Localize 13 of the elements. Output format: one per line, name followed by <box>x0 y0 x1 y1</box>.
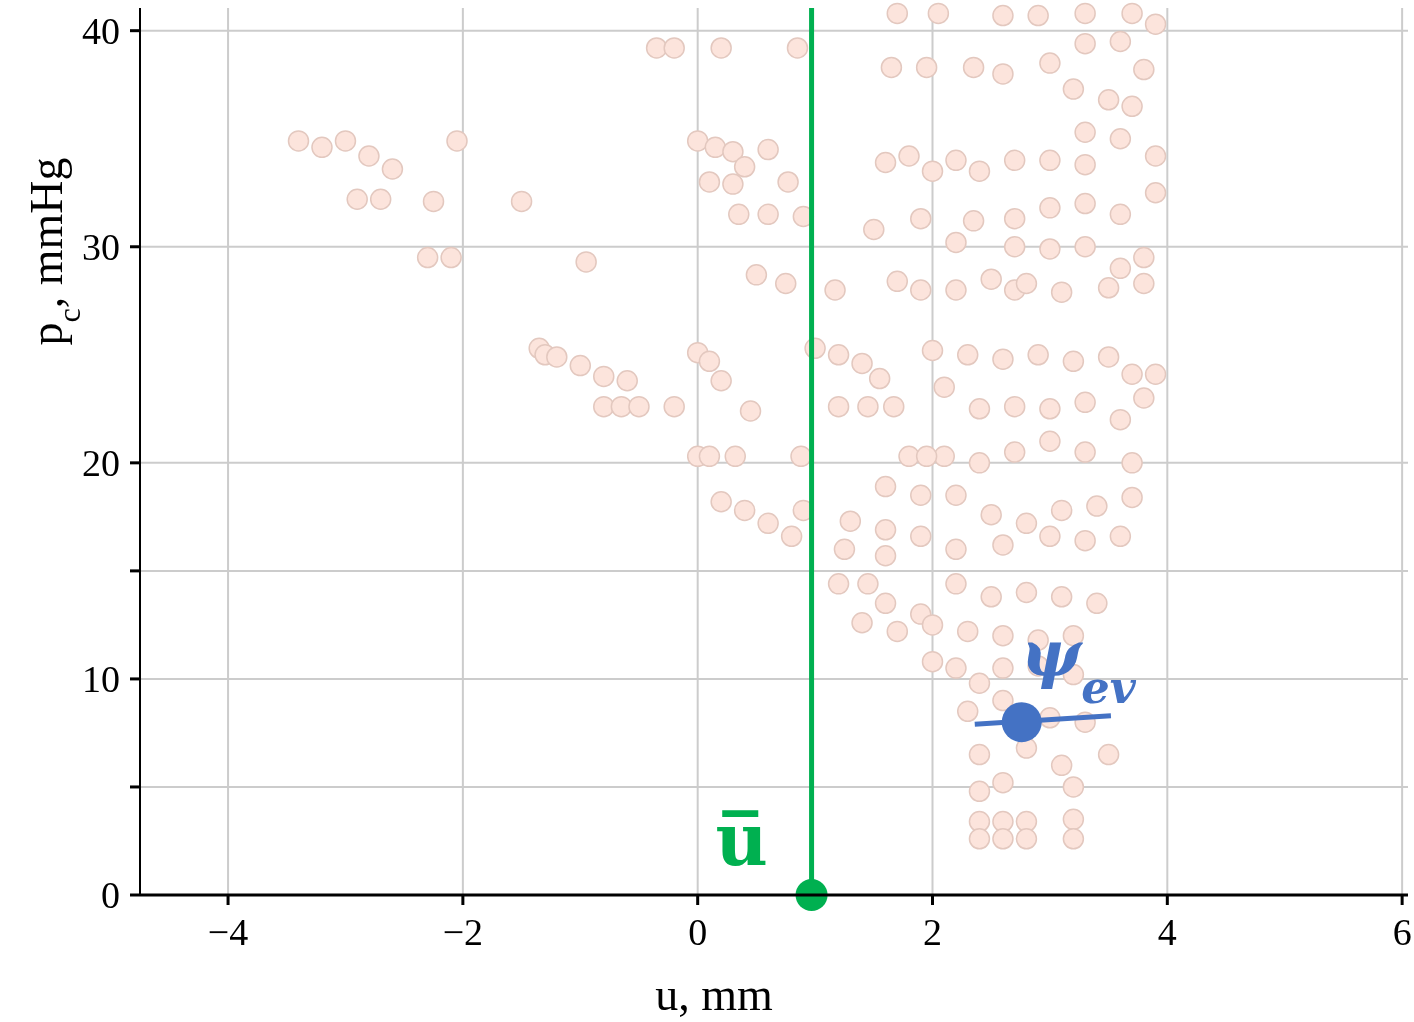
x-tick-label: 4 <box>1157 911 1177 953</box>
series-label: ψ$_{ev}$ <box>1020 615 1137 714</box>
x-tick-label: −2 <box>442 911 484 953</box>
x-tick-label: 0 <box>688 911 708 953</box>
y-tick-label: 20 <box>82 441 120 484</box>
x-tick-label: −4 <box>207 911 249 953</box>
y-tick-label: 0 <box>101 874 120 916</box>
x-axis-title: u, mm <box>655 969 773 1020</box>
y-tick-label: 40 <box>82 9 120 52</box>
y-tick-label: 10 <box>82 657 120 700</box>
x-tick-label: 6 <box>1392 911 1412 953</box>
ref-line-label: u̅ <box>715 797 768 882</box>
x-tick-label: 2 <box>923 911 942 953</box>
